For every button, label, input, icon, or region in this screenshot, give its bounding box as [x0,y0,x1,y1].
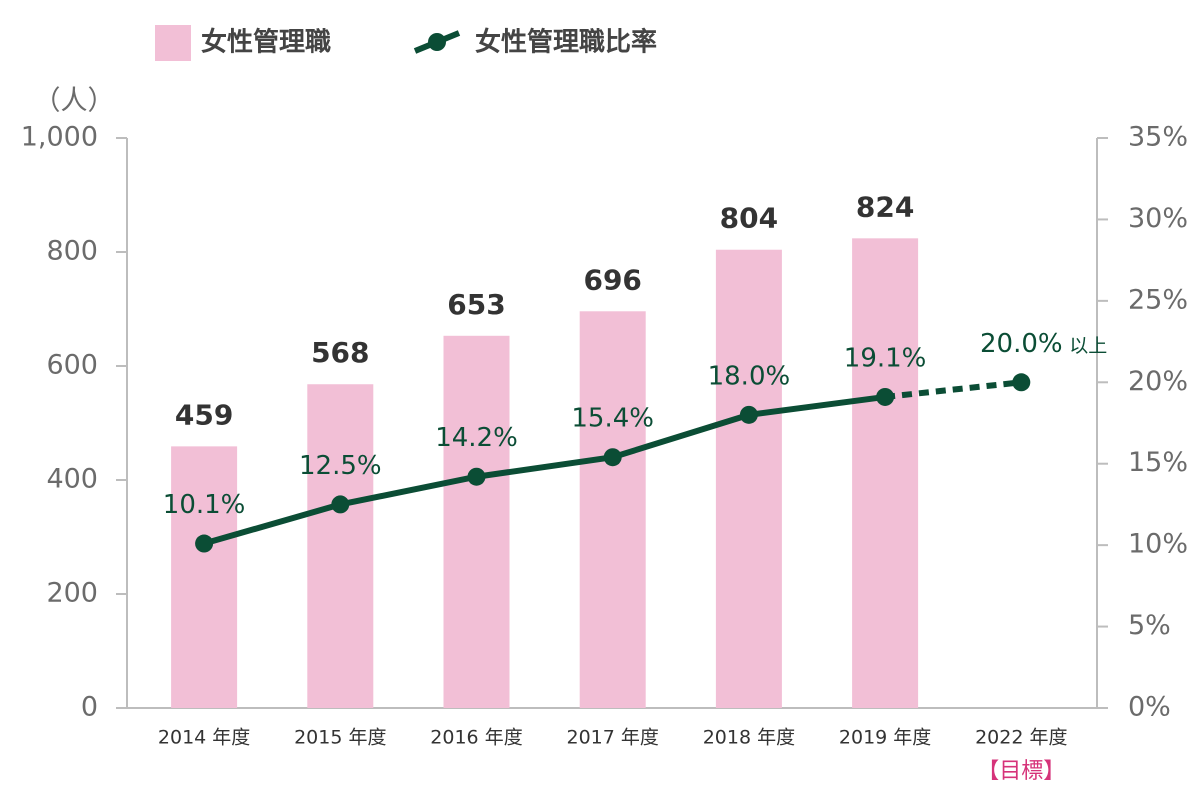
y-tick-label: 1,000 [21,122,98,153]
y-tick-label: 600 [46,350,98,381]
y2-tick-label: 25% [1128,284,1188,315]
bar-value-label: 459 [175,398,233,431]
legend-label: 女性管理職比率 [475,27,657,58]
x-tick-label: 2017 年度 [566,727,658,749]
line-marker [876,387,895,406]
y2-tick-label: 10% [1128,529,1188,560]
line-value-label: 14.2% [435,423,518,453]
y-tick-label: 200 [46,578,98,609]
line [203,393,886,547]
bar [579,311,646,708]
line-value-label: 20.0% [980,329,1063,359]
legend-label: 女性管理職 [201,27,331,58]
y-axis-label: （人） [34,86,115,117]
line-value-label: 12.5% [299,451,382,481]
x-tick-label: 2018 年度 [703,727,795,749]
x-tick-label: 2016 年度 [430,727,522,749]
y2-tick-label: 30% [1128,203,1188,234]
bar [852,238,919,708]
line-marker [603,448,622,467]
bar-value-label: 696 [583,263,641,296]
bar-value-label: 568 [311,336,369,369]
x-tick-label: 2015 年度 [294,727,386,749]
x-tick-label: 2019 年度 [839,727,931,749]
bar-value-label: 824 [856,190,914,223]
legend-swatch [428,33,446,51]
line-value-label: 18.0% [708,361,791,391]
y-tick-label: 400 [46,464,98,495]
line-marker [739,405,758,424]
line-marker [1012,373,1031,392]
line-marker [331,495,350,514]
y2-tick-label: 35% [1128,122,1188,153]
line-value-label: 10.1% [163,490,246,520]
line-marker [195,534,214,553]
y-tick-label: 800 [46,236,98,267]
annotation: 以上 [1069,335,1107,357]
bar-value-label: 804 [720,202,778,235]
line-marker [467,467,486,486]
line-value-label: 19.1% [844,343,927,373]
line-dashed [884,379,1022,400]
bar [171,446,238,708]
y2-tick-label: 20% [1128,366,1188,397]
x-tick-label: 2014 年度 [158,727,250,749]
annotation: 【目標】 [977,759,1065,784]
line-value-label: 15.4% [571,404,654,434]
bar-value-label: 653 [447,288,505,321]
bar [307,384,374,708]
x-tick-label: 2022 年度 [975,727,1067,749]
y-tick-label: 0 [81,692,98,723]
y2-tick-label: 0% [1128,692,1171,723]
y2-tick-label: 5% [1128,610,1171,641]
legend-swatch [155,25,191,61]
bar [715,249,782,708]
bar [443,335,510,708]
y2-tick-label: 15% [1128,447,1188,478]
